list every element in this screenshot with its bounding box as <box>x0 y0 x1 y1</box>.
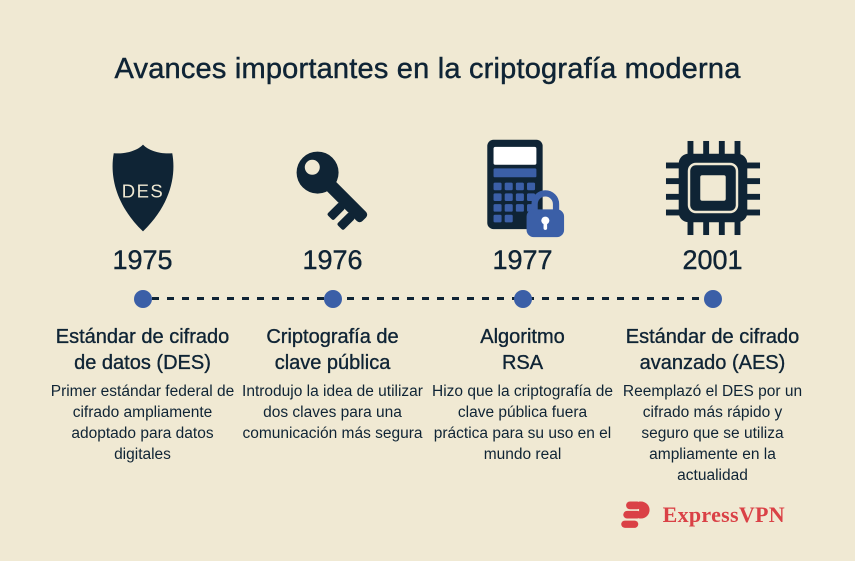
shield-des-icon: DES <box>48 138 238 238</box>
milestone-heading: Criptografía de clave pública <box>266 326 399 374</box>
milestone-description: Introdujo la idea de utilizar dos claves… <box>242 383 423 442</box>
milestone-description: Reemplazó el DES por un cifrado más rápi… <box>622 383 803 484</box>
expressvpn-logo-icon <box>618 497 652 532</box>
milestone-column-public-key: 1976 <box>238 138 428 275</box>
timeline <box>48 290 808 308</box>
milestone-description: Hizo que la criptografía de clave públic… <box>432 383 613 463</box>
brand-footer: ExpressVPN <box>618 497 785 532</box>
milestone-year: 1977 <box>492 245 553 275</box>
milestone-text-row: Estándar de cifrado de datos (DES) Prime… <box>0 324 855 486</box>
timeline-dot <box>133 290 152 308</box>
milestone-icons-row: DES 1975 1976 <box>0 138 855 275</box>
milestone-year: 1976 <box>302 245 363 275</box>
milestone-heading: Algoritmo RSA <box>480 326 565 374</box>
key-icon <box>238 138 428 238</box>
milestone-heading: Estándar de cifrado de datos (DES) <box>55 326 230 374</box>
timeline-dot <box>323 290 342 308</box>
milestone-year: 2001 <box>682 245 743 275</box>
timeline-dot <box>513 290 532 308</box>
milestone-column-aes: 2001 <box>618 138 808 275</box>
timeline-dot <box>703 290 722 308</box>
milestone-text-rsa: Algoritmo RSA Hizo que la criptografía d… <box>428 324 618 486</box>
milestone-text-aes: Estándar de cifrado avanzado (AES) Reemp… <box>618 324 808 486</box>
milestone-year: 1975 <box>112 245 173 275</box>
chip-icon <box>618 138 808 238</box>
milestone-description: Primer estándar federal de cifrado ampli… <box>50 383 235 463</box>
milestone-text-des: Estándar de cifrado de datos (DES) Prime… <box>48 324 238 486</box>
page-title: Avances importantes en la criptografía m… <box>114 53 741 85</box>
milestone-text-public-key: Criptografía de clave pública Introdujo … <box>238 324 428 486</box>
expressvpn-wordmark: ExpressVPN <box>662 501 785 527</box>
milestone-column-rsa: 1977 <box>428 138 618 275</box>
calculator-lock-icon <box>428 138 618 238</box>
timeline-dashed-line <box>151 297 704 300</box>
shield-des-label: DES <box>121 180 163 201</box>
milestone-column-des: DES 1975 <box>48 138 238 275</box>
milestone-heading: Estándar de cifrado avanzado (AES) <box>625 326 800 374</box>
